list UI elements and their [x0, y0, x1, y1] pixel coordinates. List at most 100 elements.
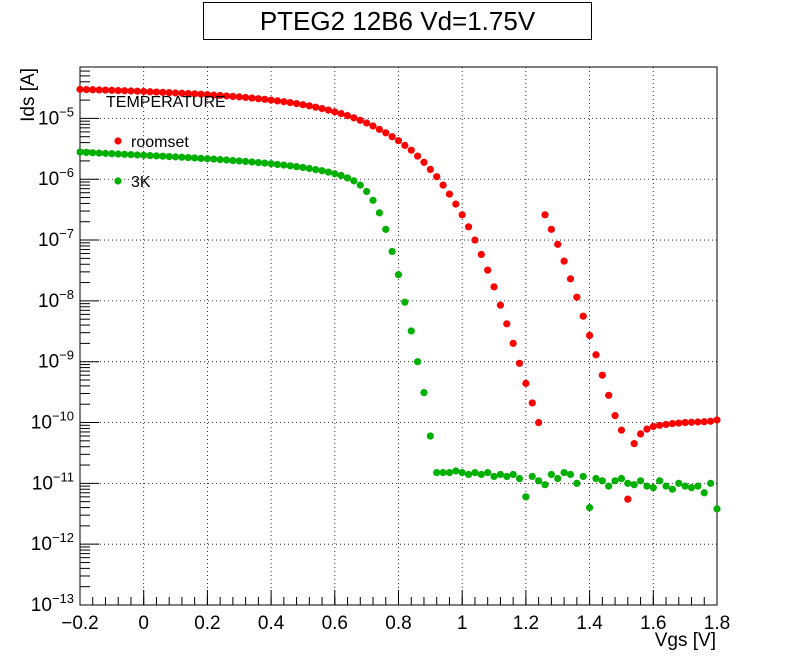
point-3k — [605, 482, 613, 490]
point-3k — [337, 171, 345, 180]
point-3k — [464, 470, 473, 479]
y-tick-exponent: −11 — [53, 469, 74, 484]
point-3k — [324, 168, 333, 176]
point-roomset — [694, 418, 702, 426]
point-3k — [292, 163, 301, 171]
y-tick-label: 10−6 — [38, 165, 74, 190]
point-3k — [433, 469, 441, 477]
point-3k — [305, 164, 313, 173]
point-roomset — [286, 98, 294, 107]
point-3k — [178, 153, 186, 161]
x-tick-label: 0.4 — [258, 613, 285, 634]
x-tick-label: 1.8 — [704, 613, 730, 634]
point-roomset — [503, 320, 511, 328]
point-roomset — [324, 106, 333, 114]
point-3k — [242, 157, 250, 166]
point-3k — [363, 187, 371, 196]
point-3k — [656, 477, 664, 485]
point-3k — [331, 170, 339, 178]
point-roomset — [273, 97, 282, 105]
point-roomset — [566, 275, 575, 283]
point-3k — [586, 503, 594, 512]
point-roomset — [611, 411, 619, 420]
y-tick-label: 10−11 — [32, 469, 74, 494]
point-3k — [286, 162, 294, 170]
x-tick-label: 1.6 — [640, 613, 666, 634]
point-roomset — [120, 87, 129, 95]
point-roomset — [700, 418, 708, 426]
point-3k — [452, 467, 460, 475]
point-3k — [509, 470, 517, 479]
x-tick-label: 0.6 — [322, 613, 348, 634]
point-3k — [114, 150, 122, 158]
point-roomset — [541, 211, 549, 219]
point-roomset — [439, 181, 447, 189]
point-roomset — [95, 86, 103, 94]
point-roomset — [605, 391, 613, 399]
point-3k — [146, 151, 154, 160]
point-3k — [426, 432, 434, 440]
point-roomset — [299, 101, 307, 109]
y-tick-exponent: −9 — [59, 348, 74, 363]
point-roomset — [331, 108, 339, 116]
point-roomset — [636, 430, 645, 438]
y-tick-exponent: −8 — [59, 287, 74, 302]
point-3k — [369, 196, 377, 204]
legend-label-3k: 3K — [131, 174, 151, 191]
point-roomset — [471, 236, 479, 244]
point-3k — [566, 470, 575, 479]
point-3k — [617, 474, 626, 483]
point-roomset — [318, 104, 326, 113]
point-3k — [382, 225, 390, 233]
point-roomset — [197, 90, 205, 98]
point-3k — [210, 155, 218, 163]
point-roomset — [662, 420, 670, 429]
point-3k — [388, 247, 396, 256]
y-tick-label: 10−12 — [31, 530, 74, 555]
point-roomset — [388, 133, 396, 141]
x-tick-label: 1 — [457, 613, 468, 634]
point-3k — [477, 470, 485, 479]
point-roomset — [414, 152, 422, 160]
x-tick-label: 1.4 — [576, 613, 603, 634]
point-3k — [159, 152, 167, 160]
point-roomset — [490, 283, 498, 291]
point-roomset — [292, 100, 301, 108]
point-3k — [713, 505, 721, 513]
point-roomset — [681, 418, 689, 427]
point-3k — [592, 474, 600, 483]
point-roomset — [560, 257, 568, 265]
x-tick-label: 0.2 — [194, 613, 220, 634]
point-roomset — [713, 416, 721, 424]
point-3k — [573, 479, 581, 487]
point-roomset — [522, 379, 530, 387]
point-3k — [203, 155, 211, 163]
point-3k — [171, 153, 180, 161]
point-roomset — [343, 112, 352, 120]
point-3k — [503, 472, 511, 481]
point-3k — [611, 477, 619, 485]
x-tick-label: 1.2 — [513, 613, 539, 634]
point-roomset — [477, 250, 485, 259]
point-3k — [649, 484, 657, 492]
point-3k — [528, 472, 536, 481]
point-roomset — [401, 141, 409, 149]
point-roomset — [140, 87, 148, 96]
legend-marker-3k — [114, 177, 122, 185]
point-roomset — [375, 125, 383, 133]
legend-marker-roomset — [114, 137, 122, 145]
point-3k — [522, 493, 530, 501]
point-3k — [643, 482, 651, 490]
point-roomset — [267, 96, 275, 104]
point-3k — [140, 151, 148, 159]
y-tick-exponent: −12 — [52, 530, 74, 545]
y-tick-exponent: −10 — [52, 409, 74, 424]
point-roomset — [426, 165, 434, 174]
point-3k — [375, 209, 383, 217]
point-3k — [675, 479, 683, 487]
point-3k — [662, 482, 670, 490]
point-roomset — [229, 92, 237, 101]
point-3k — [694, 482, 702, 490]
point-3k — [700, 489, 708, 497]
point-roomset — [305, 102, 313, 110]
